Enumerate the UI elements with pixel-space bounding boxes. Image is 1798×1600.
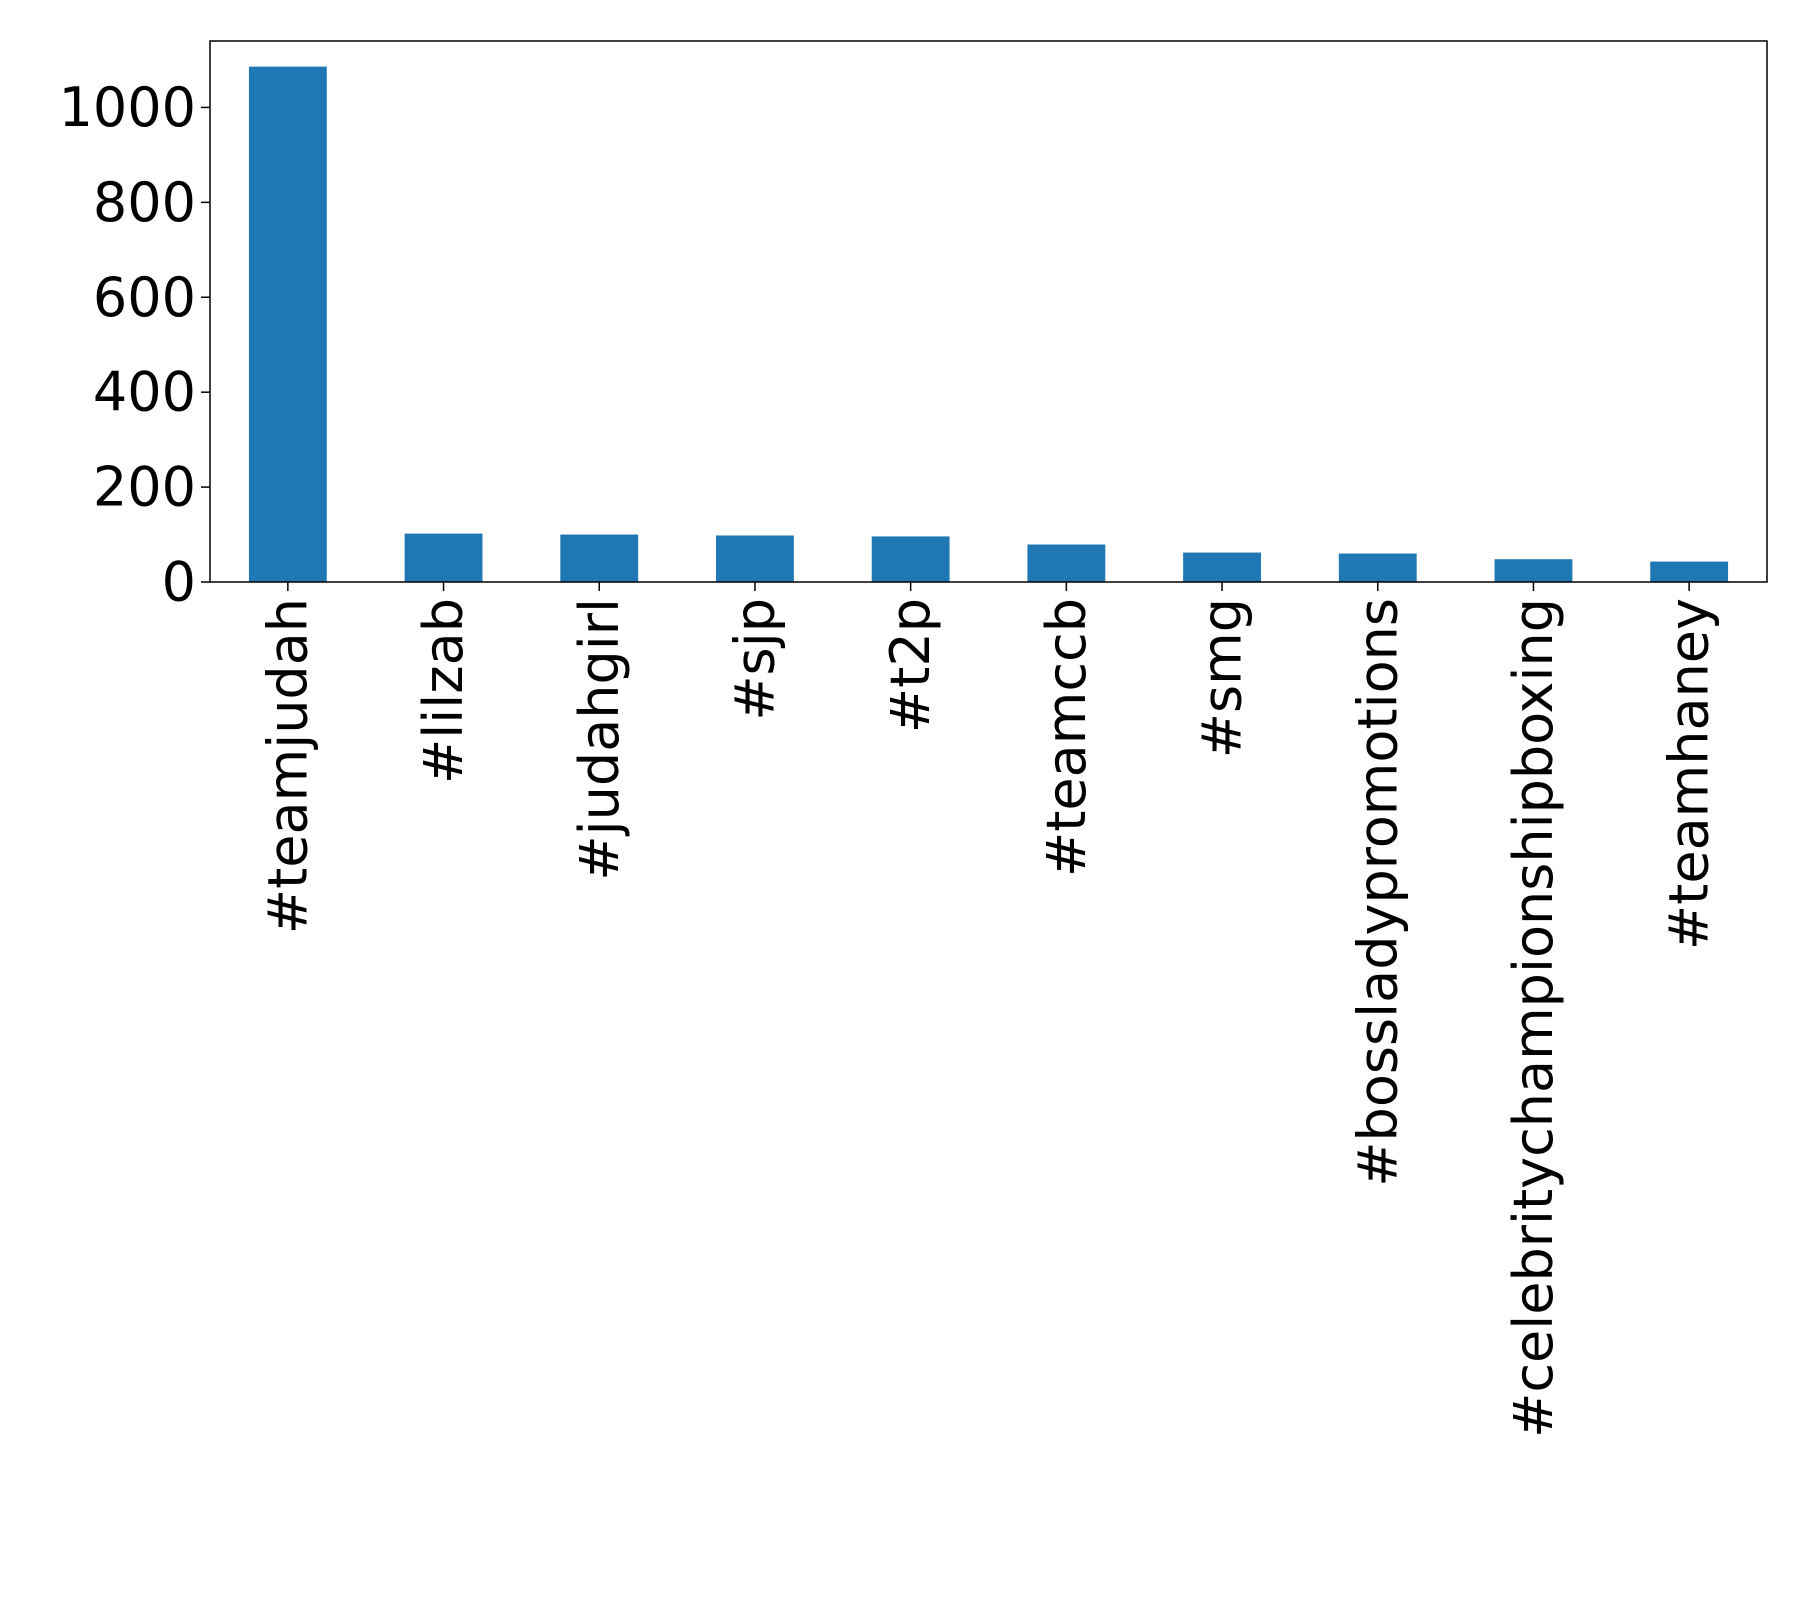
x-axis-ticks: #teamjudah #lilzab #judahgirl #sjp #t2p #team… xyxy=(256,582,1721,1438)
x-tick-label: #lilzab xyxy=(412,598,475,784)
bar-judahgirl xyxy=(560,534,639,582)
y-tick-label: 800 xyxy=(93,171,196,234)
x-tick-label: #bossladypromotions xyxy=(1346,598,1409,1187)
bar-teamjudah xyxy=(248,66,327,582)
x-tick-label: #sjp xyxy=(723,598,786,721)
y-tick-label: 400 xyxy=(93,361,196,424)
bar-smg xyxy=(1183,552,1261,582)
bars xyxy=(248,66,1729,582)
bar-lilzab xyxy=(404,533,483,582)
y-tick-label: 0 xyxy=(162,551,196,614)
bar-sjp xyxy=(716,535,794,582)
bar-teamccb xyxy=(1027,544,1106,582)
x-tick-label: #judahgirl xyxy=(568,598,631,881)
bar-bossladypromotions xyxy=(1338,553,1417,582)
x-tick-label: #smg xyxy=(1191,598,1254,758)
x-tick-label: #teamccb xyxy=(1035,598,1098,877)
x-tick-label: #teamhaney xyxy=(1658,598,1721,950)
x-tick-label: #celebritychampionshipboxing xyxy=(1502,598,1565,1438)
x-tick-label: #t2p xyxy=(879,598,942,733)
bar-teamhaney xyxy=(1650,561,1729,582)
bar-celebritychampionshipboxing xyxy=(1494,559,1573,582)
y-tick-label: 1000 xyxy=(59,76,196,139)
bar-t2p xyxy=(871,536,950,582)
y-tick-label: 200 xyxy=(93,456,196,519)
plot-frame xyxy=(209,40,1768,583)
y-axis-ticks: 0 200 400 600 800 1000 xyxy=(59,76,210,614)
x-tick-label: #teamjudah xyxy=(256,598,319,934)
y-tick-label: 600 xyxy=(93,266,196,329)
